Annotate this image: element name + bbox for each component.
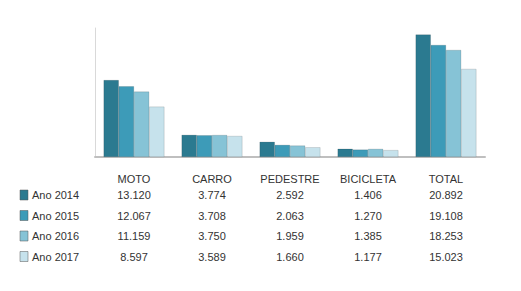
svg-text:3.774: 3.774 [198, 189, 226, 201]
svg-text:3.750: 3.750 [198, 230, 226, 242]
svg-text:MOTO: MOTO [118, 173, 151, 185]
svg-text:CARRO: CARRO [192, 173, 232, 185]
svg-text:15.023: 15.023 [429, 251, 463, 263]
svg-text:1.177: 1.177 [354, 251, 382, 263]
svg-text:Ano 2015: Ano 2015 [32, 210, 79, 222]
svg-text:3.708: 3.708 [198, 210, 226, 222]
svg-text:8.597: 8.597 [120, 251, 148, 263]
svg-text:Ano 2016: Ano 2016 [32, 230, 79, 242]
svg-text:PEDESTRE: PEDESTRE [260, 173, 319, 185]
svg-text:Ano 2017: Ano 2017 [32, 251, 79, 263]
svg-text:20.892: 20.892 [429, 189, 463, 201]
svg-text:13.120: 13.120 [117, 189, 151, 201]
svg-text:11.159: 11.159 [118, 230, 151, 242]
svg-text:2.592: 2.592 [276, 189, 304, 201]
svg-text:Ano 2014: Ano 2014 [32, 189, 79, 201]
svg-text:BICICLETA: BICICLETA [340, 173, 397, 185]
svg-text:2.063: 2.063 [276, 210, 304, 222]
svg-text:1.660: 1.660 [276, 251, 304, 263]
svg-text:1.385: 1.385 [354, 230, 382, 242]
svg-text:1.270: 1.270 [354, 210, 382, 222]
svg-text:1.406: 1.406 [354, 189, 382, 201]
svg-text:12.067: 12.067 [117, 210, 151, 222]
svg-text:18.253: 18.253 [429, 230, 463, 242]
svg-text:19.108: 19.108 [429, 210, 463, 222]
svg-text:TOTAL: TOTAL [429, 173, 463, 185]
svg-text:3.589: 3.589 [198, 251, 226, 263]
svg-text:1.959: 1.959 [276, 230, 304, 242]
